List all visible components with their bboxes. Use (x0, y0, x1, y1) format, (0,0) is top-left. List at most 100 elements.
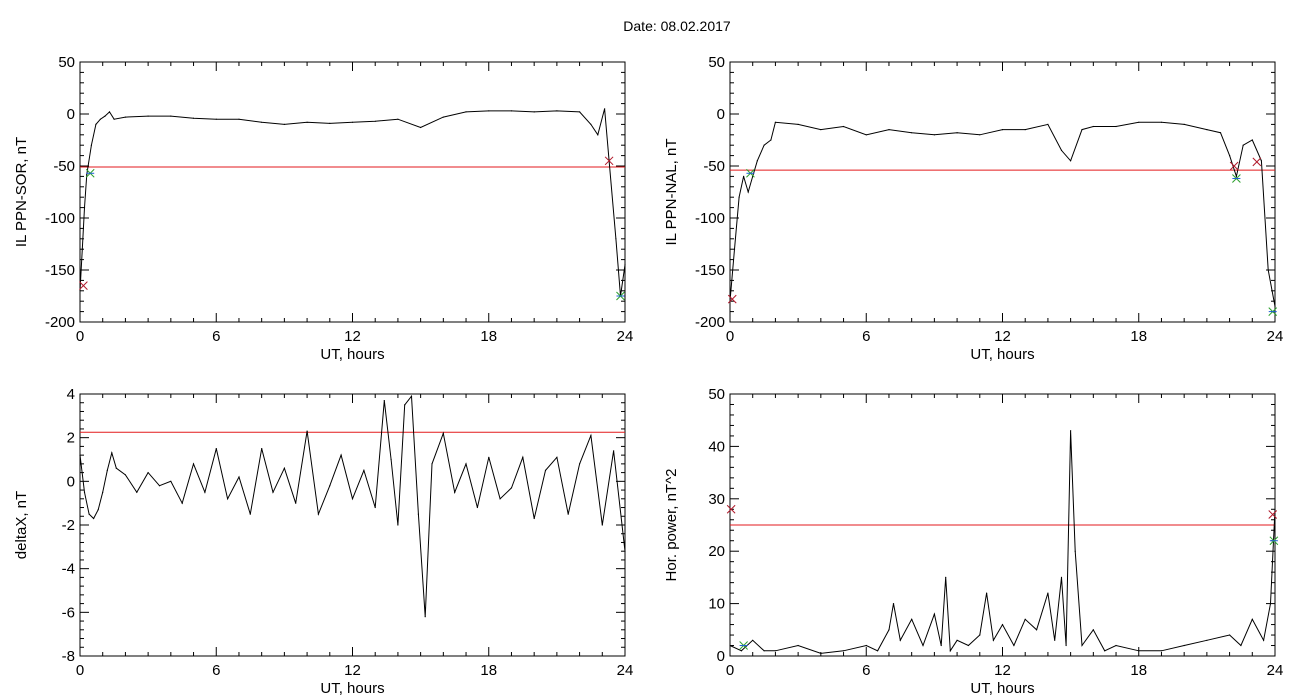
data-point (613, 450, 615, 452)
data-point (986, 592, 988, 594)
data-point (888, 129, 890, 131)
data-point (738, 196, 740, 198)
data-point (404, 404, 406, 406)
data-point (979, 134, 981, 136)
data-point (892, 603, 895, 605)
data-point (1074, 550, 1076, 552)
data-point (510, 110, 513, 112)
x-tick-label: 0 (726, 328, 734, 345)
data-point (1115, 125, 1117, 128)
data-point (1240, 644, 1242, 647)
data-point (1081, 129, 1083, 131)
data-point (1024, 618, 1026, 620)
event-marker-star (1268, 307, 1278, 316)
chart-3: 0 6 12 18 24 4 2 0 -2 -4 -6 -8 UT, hours deltaX, nT (13, 386, 633, 697)
data-point (204, 491, 206, 493)
data-point (215, 118, 217, 120)
y-tick-label: -200 (695, 314, 725, 331)
data-point (351, 121, 354, 123)
data-point (747, 191, 749, 193)
data-point (261, 448, 263, 450)
y-tick-label: 2 (67, 430, 75, 447)
data-point (604, 108, 606, 110)
data-point (1024, 129, 1026, 131)
data-point (1251, 139, 1253, 141)
data-point (81, 248, 83, 250)
y-tick-label: -100 (45, 210, 75, 227)
data-point (1242, 144, 1244, 146)
y-tick-label: -150 (45, 262, 75, 279)
marker-stroke (604, 156, 614, 166)
data-point (88, 513, 90, 515)
event-marker-x (79, 281, 88, 290)
data-point (83, 207, 86, 209)
data-point (1263, 639, 1265, 641)
data-point (1013, 644, 1015, 647)
data-point (431, 463, 433, 465)
data-point (797, 644, 799, 647)
data-point (1001, 129, 1004, 131)
data-point (295, 502, 297, 504)
data-point (842, 125, 845, 128)
data-point (1104, 650, 1106, 652)
data-point (590, 123, 592, 125)
data-point (1060, 576, 1063, 579)
data-point (756, 160, 758, 162)
data-point (842, 650, 845, 652)
data-point (97, 509, 99, 511)
data-point (192, 117, 195, 119)
data-point (170, 115, 172, 117)
y-tick-label: 0 (717, 648, 725, 665)
x-tick-label: 24 (617, 328, 634, 345)
data-point (601, 524, 603, 526)
data-point (967, 644, 970, 647)
event-marker-star (746, 168, 755, 178)
data-point (911, 132, 913, 134)
x-tick-label: 18 (1130, 328, 1147, 345)
data-point (79, 290, 81, 292)
series-line (79, 108, 626, 297)
data-point (329, 485, 331, 487)
y-tick-label: 0 (67, 473, 75, 490)
data-point (579, 111, 581, 113)
event-marker-star (1232, 174, 1241, 183)
x-tick-label: 18 (480, 662, 497, 679)
y-tick-label: -200 (45, 314, 75, 331)
data-point (102, 491, 104, 493)
x-axis-label: UT, hours (320, 346, 384, 363)
data-point (615, 238, 617, 240)
data-point (1054, 639, 1056, 641)
plot-frame (79, 61, 626, 323)
data-point (351, 498, 354, 500)
x-tick-label: 0 (726, 662, 734, 679)
data-point (1229, 155, 1231, 157)
data-point (1160, 650, 1163, 652)
data-point (306, 121, 308, 123)
data-point (170, 480, 172, 482)
event-marker-x (1252, 157, 1262, 167)
y-axis-label: IL PPN-NAL, nT (663, 139, 680, 246)
data-point (136, 491, 138, 493)
event-marker-star (739, 641, 748, 650)
data-point (624, 264, 626, 266)
y-tick-label: -100 (695, 210, 725, 227)
data-point (770, 139, 772, 141)
data-point (147, 472, 149, 474)
data-point (1206, 639, 1208, 641)
y-tick-label: 20 (708, 543, 725, 560)
marker-stroke (1268, 510, 1278, 519)
data-point (442, 432, 444, 434)
data-point (181, 502, 183, 504)
event-marker-x (726, 504, 736, 514)
data-point (249, 513, 251, 515)
event-marker-star (85, 168, 95, 178)
data-point (106, 469, 108, 471)
x-tick-label: 12 (994, 662, 1011, 679)
data-point (95, 123, 97, 125)
data-point (522, 456, 524, 458)
plot-frame (729, 61, 1276, 323)
data-point (227, 498, 229, 500)
data-point (1001, 624, 1004, 626)
data-point (93, 517, 95, 520)
data-point (1092, 629, 1094, 631)
